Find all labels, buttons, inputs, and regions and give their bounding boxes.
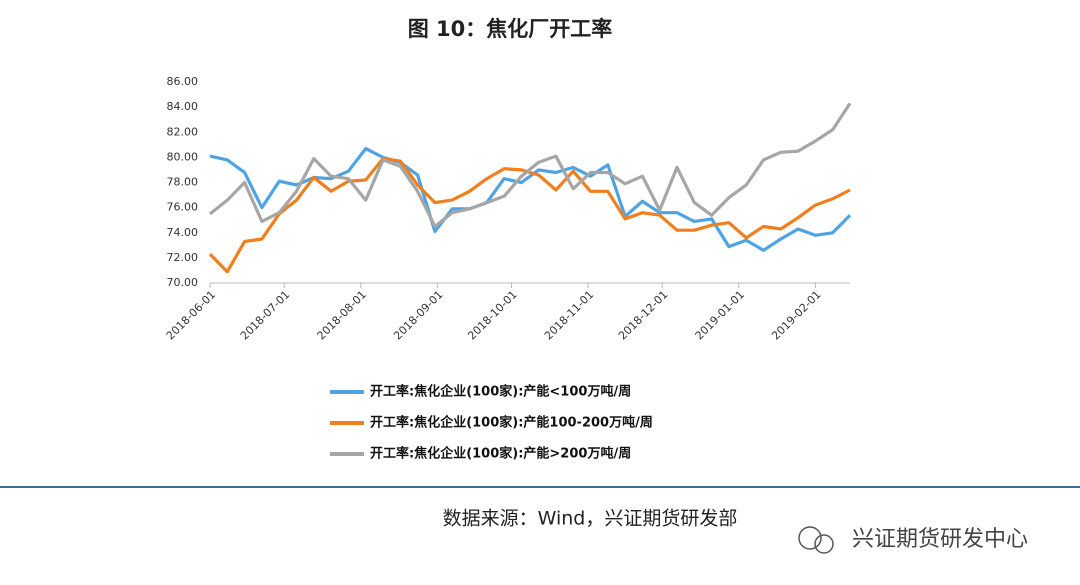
x-tick-label: 2018-12-01 bbox=[616, 288, 670, 342]
y-tick-label: 78.00 bbox=[167, 176, 199, 189]
watermark: 兴证期货研发中心 bbox=[852, 527, 1028, 552]
watermark-icon bbox=[798, 526, 834, 554]
y-tick-label: 72.00 bbox=[167, 251, 199, 264]
y-tick-label: 86.00 bbox=[167, 75, 199, 88]
y-tick-label: 82.00 bbox=[167, 125, 199, 138]
legend-label: 开工率:焦化企业(100家):产能<100万吨/周 bbox=[370, 384, 631, 400]
legend-label: 开工率:焦化企业(100家):产能100-200万吨/周 bbox=[370, 415, 653, 431]
x-tick-label: 2018-11-01 bbox=[542, 288, 596, 342]
series-line bbox=[209, 147, 852, 252]
y-tick-label: 76.00 bbox=[167, 201, 199, 214]
x-tick-label: 2018-10-01 bbox=[465, 288, 519, 342]
chart-title: 图 10：焦化厂开工率 bbox=[408, 17, 613, 41]
y-tick-label: 80.00 bbox=[167, 150, 199, 163]
series-line bbox=[209, 102, 852, 229]
x-tick-label: 2018-06-01 bbox=[164, 288, 218, 342]
y-tick-label: 74.00 bbox=[167, 226, 199, 239]
legend-label: 开工率:焦化企业(100家):产能>200万吨/周 bbox=[370, 446, 631, 462]
x-tick-label: 2018-08-01 bbox=[315, 288, 369, 342]
x-tick-label: 2019-01-01 bbox=[693, 288, 747, 342]
x-tick-label: 2019-02-01 bbox=[769, 288, 823, 342]
x-tick-label: 2018-09-01 bbox=[391, 288, 445, 342]
y-tick-label: 84.00 bbox=[167, 100, 199, 113]
x-tick-label: 2018-07-01 bbox=[238, 288, 292, 342]
y-tick-label: 70.00 bbox=[167, 276, 199, 289]
source: 数据来源：Wind，兴证期货研发部 bbox=[443, 508, 738, 530]
series-line bbox=[208, 157, 851, 274]
